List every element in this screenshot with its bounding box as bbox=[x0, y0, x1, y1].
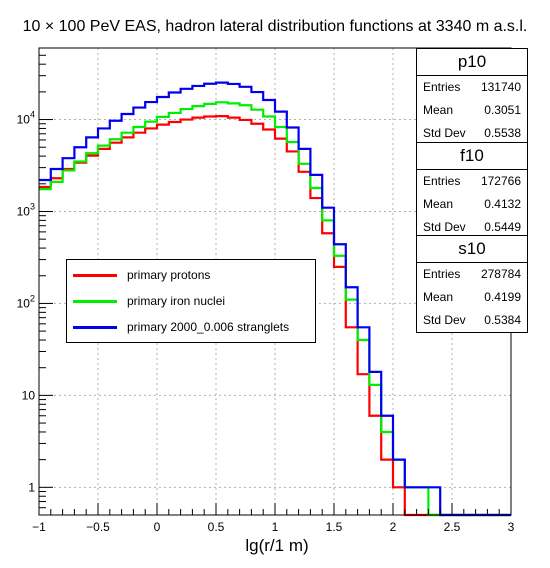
x-tick-label: 2.5 bbox=[444, 520, 461, 534]
stats-row: Entries 278784 bbox=[417, 263, 527, 286]
stats-name: f10 bbox=[417, 143, 527, 170]
stats-label: Mean bbox=[423, 103, 454, 117]
stats-label: Mean bbox=[423, 290, 454, 304]
legend-label-protons: primary protons bbox=[127, 268, 211, 282]
stats-value: 172766 bbox=[480, 174, 521, 188]
legend-swatch-protons bbox=[73, 273, 117, 277]
stats-value: 0.5384 bbox=[484, 313, 521, 327]
chart-title: 10 × 100 PeV EAS, hadron lateral distrib… bbox=[22, 18, 528, 35]
stats-label: Entries bbox=[423, 80, 461, 94]
x-tick-label: −0.5 bbox=[86, 520, 110, 534]
legend-swatch-iron bbox=[73, 299, 117, 303]
stats-row: Std Dev 0.5384 bbox=[417, 309, 527, 332]
x-tick-label: −1 bbox=[32, 520, 46, 534]
legend-label-iron: primary iron nuclei bbox=[127, 294, 226, 308]
x-tick-label: 3 bbox=[508, 520, 515, 534]
stats-label: Std Dev bbox=[423, 313, 466, 327]
y-tick-label: 10 bbox=[22, 388, 36, 402]
tick-labels: −1 −0.5 0 0.5 1 1.5 2 2.5 3 1 10 102 103 104 bbox=[17, 110, 515, 534]
stats-value: 0.4132 bbox=[484, 197, 521, 211]
stats-box-s10: s10 Entries 278784 Mean 0.4199 Std Dev 0.53… bbox=[416, 235, 528, 333]
x-axis-label: lg(r/1 m) bbox=[245, 536, 309, 555]
stats-row: Entries 172766 bbox=[417, 170, 527, 193]
stats-row: Std Dev 0.5449 bbox=[417, 216, 527, 239]
stats-row: Mean 0.3051 bbox=[417, 99, 527, 122]
stats-row: Mean 0.4199 bbox=[417, 286, 527, 309]
stats-value: 131740 bbox=[480, 80, 521, 94]
stats-label: Std Dev bbox=[423, 220, 466, 234]
x-tick-label: 2 bbox=[390, 520, 397, 534]
x-tick-label: 1 bbox=[272, 520, 279, 534]
stats-label: Std Dev bbox=[423, 126, 466, 140]
stats-value: 0.5449 bbox=[484, 220, 521, 234]
stats-value: 0.4199 bbox=[484, 290, 521, 304]
series-layer bbox=[39, 81, 511, 517]
legend-entry-protons: primary protons bbox=[73, 266, 210, 284]
legend-label-strangelets: primary 2000_0.006 stranglets bbox=[127, 320, 290, 334]
legend-swatch-strangelets bbox=[73, 325, 117, 329]
stats-box-p10: p10 Entries 131740 Mean 0.3051 Std Dev 0.55… bbox=[416, 48, 528, 146]
axis-ticks bbox=[38, 47, 512, 515]
stats-value: 0.5538 bbox=[484, 126, 521, 140]
stats-label: Mean bbox=[423, 197, 454, 211]
stats-label: Entries bbox=[423, 174, 461, 188]
legend: primary protons primary iron nuclei prim… bbox=[66, 259, 316, 343]
legend-entry-iron: primary iron nuclei bbox=[73, 292, 225, 310]
stats-name: s10 bbox=[417, 236, 527, 263]
x-tick-label: 0.5 bbox=[208, 520, 225, 534]
stats-value: 0.3051 bbox=[484, 103, 521, 117]
y-tick-label: 1 bbox=[28, 480, 35, 494]
stats-row: Std Dev 0.5538 bbox=[417, 122, 527, 145]
legend-entry-strangelets: primary 2000_0.006 stranglets bbox=[73, 318, 289, 336]
y-tick-label: 102 bbox=[17, 293, 35, 310]
stats-box-f10: f10 Entries 172766 Mean 0.4132 Std Dev 0.54… bbox=[416, 142, 528, 240]
stats-label: Entries bbox=[423, 267, 461, 281]
stats-name: p10 bbox=[417, 49, 527, 76]
x-tick-label: 0 bbox=[154, 520, 161, 534]
stats-value: 278784 bbox=[480, 267, 521, 281]
y-tick-label: 103 bbox=[17, 201, 35, 218]
x-tick-label: 1.5 bbox=[326, 520, 343, 534]
series-3-line bbox=[39, 81, 511, 517]
stats-row: Mean 0.4132 bbox=[417, 193, 527, 216]
y-tick-label: 104 bbox=[17, 110, 35, 127]
stats-row: Entries 131740 bbox=[417, 76, 527, 99]
